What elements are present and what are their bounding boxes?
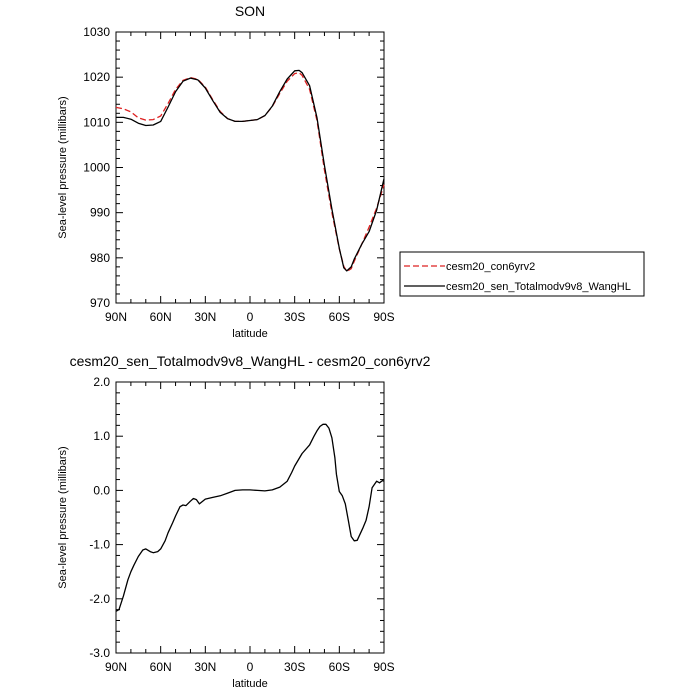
- y-axis-label: Sea-level pressure (millibars): [57, 446, 69, 588]
- x-tick-label: 90S: [373, 660, 394, 674]
- chart-title: SON: [235, 3, 265, 19]
- chart-difference: cesm20_sen_Totalmodv9v8_WangHL - cesm20_…: [57, 353, 431, 690]
- chart-son: SON 90N 60N 30N 0 30S 60S 90S 970 980 990 1000 1010 1…: [57, 3, 645, 340]
- y-tick-label: 980: [90, 251, 110, 265]
- y-tick-label: -2.0: [89, 592, 110, 606]
- legend-entry: cesm20_con6yrv2: [446, 261, 535, 273]
- y-tick-label: 2.0: [93, 375, 110, 389]
- y-tick-label: 1.0: [93, 429, 110, 443]
- y-tick-label: 1030: [83, 25, 110, 39]
- x-tick-label: 60N: [150, 660, 172, 674]
- y-tick-label: -3.0: [89, 646, 110, 660]
- x-tick-label: 90N: [105, 310, 127, 324]
- y-tick-label: 0.0: [93, 483, 110, 497]
- x-tick-label: 30S: [284, 310, 305, 324]
- x-tick-label: 30S: [284, 660, 305, 674]
- x-tick-label: 0: [247, 310, 254, 324]
- y-tick-label: 1020: [83, 70, 110, 84]
- x-tick-label: 30N: [194, 310, 216, 324]
- x-tick-label: 0: [247, 660, 254, 674]
- chart-title: cesm20_sen_Totalmodv9v8_WangHL - cesm20_…: [70, 353, 431, 369]
- series-line-0: [115, 72, 385, 273]
- y-axis-label: Sea-level pressure (millibars): [57, 96, 69, 238]
- y-tick-label: 1000: [83, 161, 110, 175]
- legend-entry: cesm20_sen_Totalmodv9v8_WangHL: [446, 281, 631, 293]
- legend: cesm20_con6yrv2 cesm20_sen_Totalmodv9v8_W…: [399, 251, 645, 297]
- x-axis-label: latitude: [232, 328, 267, 340]
- y-tick-label: 1010: [83, 115, 110, 129]
- legend-box: [399, 251, 645, 297]
- x-tick-label: 60S: [329, 660, 350, 674]
- series-line-1: [116, 69, 385, 272]
- plot-frame: [115, 31, 385, 304]
- series-line-0: [115, 423, 385, 612]
- x-tick-label: 60N: [150, 310, 172, 324]
- y-tick-label: 970: [90, 296, 110, 310]
- x-tick-label: 30N: [194, 660, 216, 674]
- x-axis-label: latitude: [232, 678, 267, 690]
- plot-frame: [115, 381, 385, 654]
- x-tick-label: 90N: [105, 660, 127, 674]
- y-tick-label: 990: [90, 206, 110, 220]
- y-tick-label: -1.0: [89, 538, 110, 552]
- x-tick-label: 60S: [329, 310, 350, 324]
- x-tick-label: 90S: [373, 310, 394, 324]
